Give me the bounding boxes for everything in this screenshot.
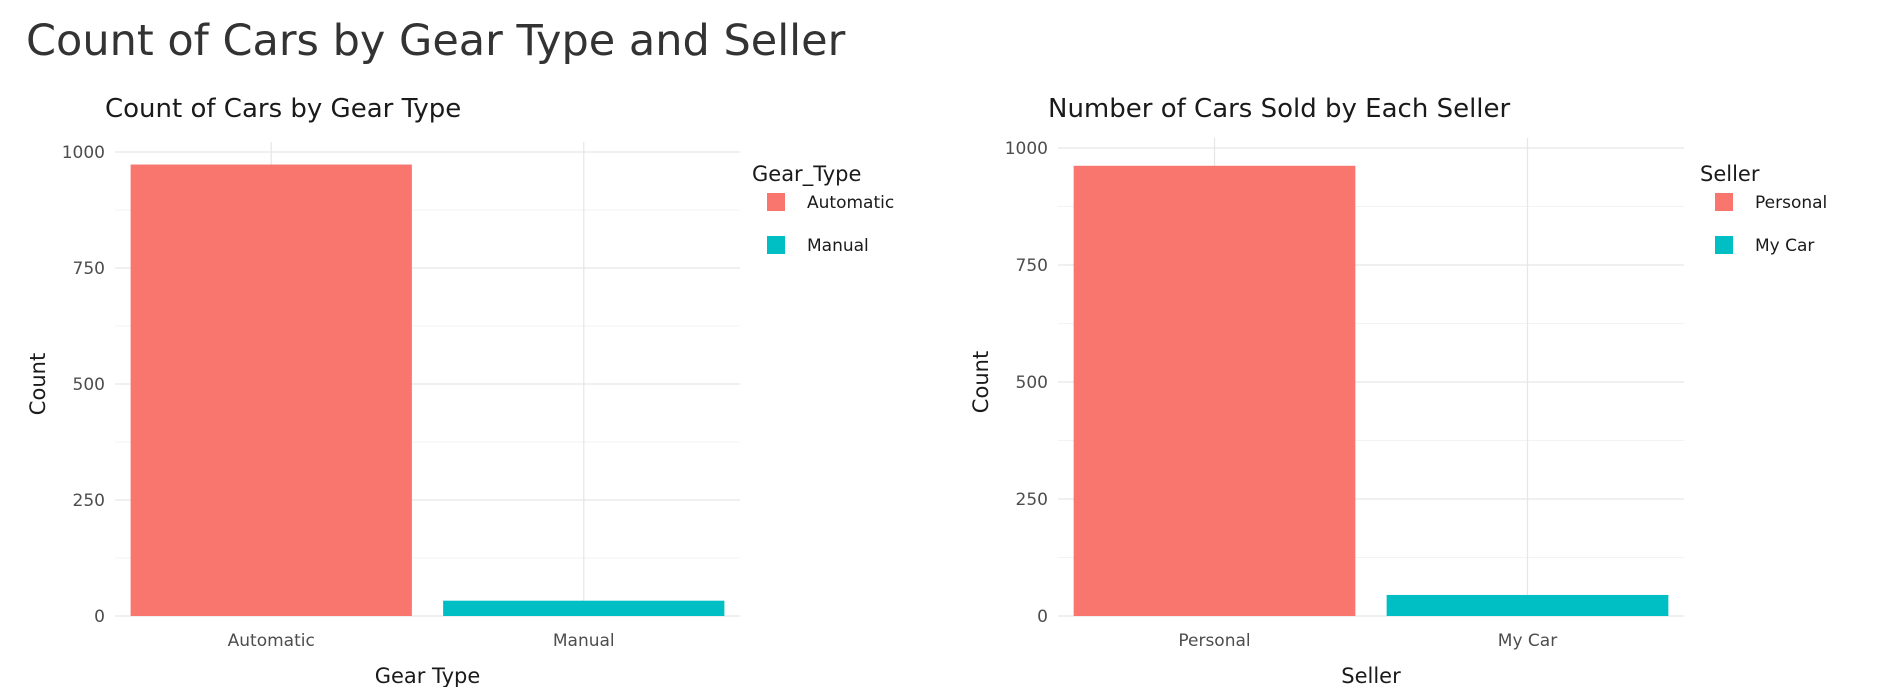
chart-2-title: Number of Cars Sold by Each Seller <box>1048 94 1511 124</box>
chart-2-bar-my-car <box>1386 594 1669 616</box>
chart-2-y-tick-label: 500 <box>1016 373 1048 393</box>
chart-1-y-tick-label: 500 <box>73 375 105 395</box>
chart-2-legend-key <box>1715 193 1733 211</box>
chart-1-legend-key <box>767 236 785 254</box>
chart-2-x-tick-label: Personal <box>1178 631 1250 651</box>
chart-2-x-axis-label: Seller <box>1341 664 1401 687</box>
chart-2-legend-label: My Car <box>1755 236 1814 256</box>
chart-1-y-tick-label: 0 <box>94 607 105 627</box>
chart-1-x-tick-label: Automatic <box>228 631 315 651</box>
chart-1-x-tick-label: Manual <box>553 631 615 651</box>
chart-2-legend-title: Seller <box>1700 162 1760 186</box>
chart-1-title: Count of Cars by Gear Type <box>105 94 461 124</box>
chart-1-legend-key <box>767 193 785 211</box>
chart-1-y-tick-label: 750 <box>73 259 105 279</box>
chart-1-bar-automatic <box>130 164 412 616</box>
chart-2-y-tick-label: 0 <box>1037 607 1048 627</box>
chart-1-bar-manual <box>443 600 725 616</box>
chart-2-y-tick-label: 250 <box>1016 490 1048 510</box>
chart-1-legend-label: Manual <box>807 236 869 256</box>
chart-2-legend-key <box>1715 236 1733 254</box>
chart-2-legend-label: Personal <box>1755 193 1827 213</box>
chart-2-y-tick-label: 1000 <box>1005 139 1048 159</box>
chart-1-legend-label: Automatic <box>807 193 894 213</box>
chart-2-y-tick-label: 750 <box>1016 256 1048 276</box>
chart-1-y-tick-label: 1000 <box>62 143 105 163</box>
chart-1-y-axis-label: Count <box>26 353 50 415</box>
chart-1-y-tick-label: 250 <box>73 491 105 511</box>
chart-2-bar-personal <box>1073 165 1356 616</box>
chart-2-x-tick-label: My Car <box>1498 631 1557 651</box>
chart-1-x-axis-label: Gear Type <box>375 664 481 687</box>
chart-2-y-axis-label: Count <box>969 351 993 413</box>
chart-1-legend-title: Gear_Type <box>752 162 861 187</box>
page-title: Count of Cars by Gear Type and Seller <box>26 16 846 66</box>
